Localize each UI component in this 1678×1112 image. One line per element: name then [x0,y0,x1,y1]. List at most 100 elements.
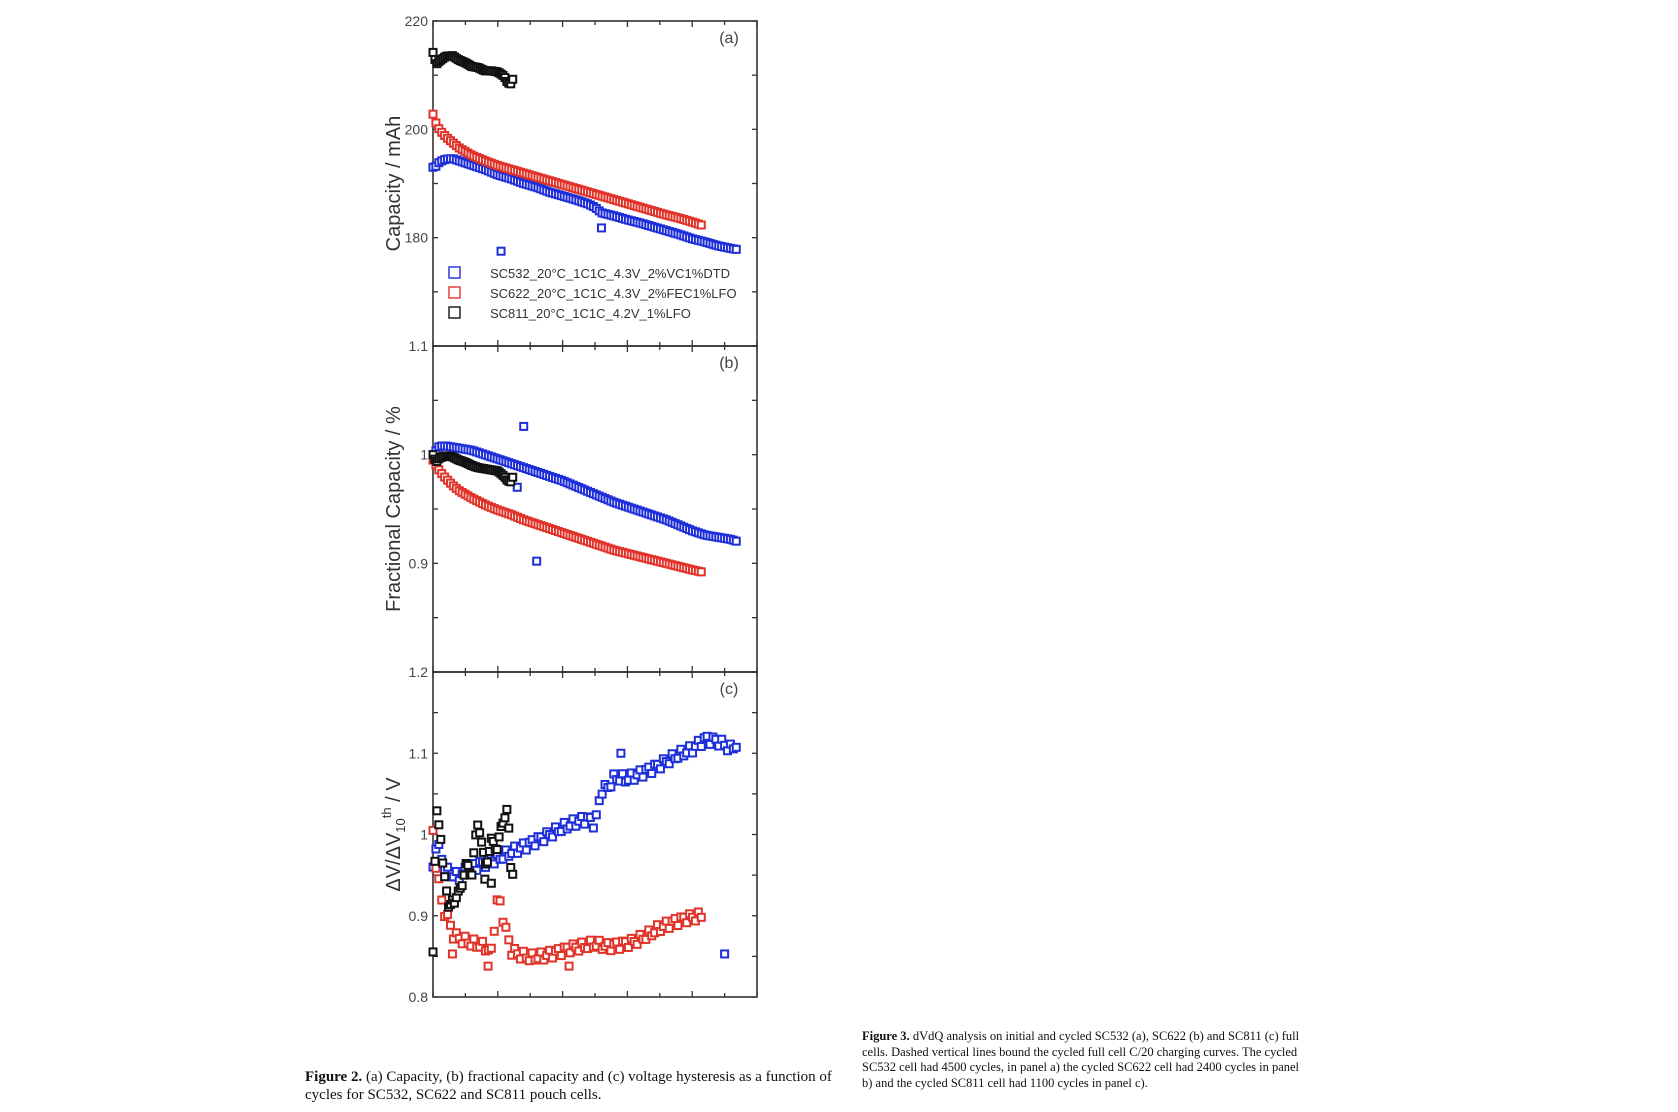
y-axis-label: Capacity / mAh [383,116,405,252]
data-point [548,832,558,842]
data-point [457,881,467,891]
panel-label: (c) [720,681,739,698]
legend-label: SC622_20°C_1C1C_4.3V_2%FEC1%LFO [490,286,737,301]
data-point [618,769,628,779]
data-point [502,804,512,814]
data-point [475,828,485,838]
data-point [731,244,741,254]
data-point [696,220,706,230]
outlier-point [447,949,457,959]
data-point [682,918,692,928]
panel-label: (a) [719,30,739,47]
y-tick-label: 180 [405,230,429,246]
figure3-caption: Figure 3. dVdQ analysis on initial and c… [862,1029,1302,1109]
figure2-caption: Figure 2. (a) Capacity, (b) fractional c… [305,1068,850,1104]
series-sc811 [428,804,518,957]
data-point [591,810,601,820]
data-point [673,920,683,930]
series-sc532 [428,731,741,959]
figure3-caption-label: Figure 3. [862,1029,910,1043]
legend-label: SC811_20°C_1C1C_4.2V_1%LFO [490,306,691,321]
outlier-point [519,421,529,431]
y-tick-label: 1.1 [409,338,429,354]
data-point [482,857,492,867]
outlier-point [486,878,496,888]
data-point [438,858,448,868]
y-tick-label: 1.1 [409,745,429,761]
data-point [469,934,479,944]
data-point [606,782,616,792]
data-point [492,845,502,855]
data-point [500,813,510,823]
series-sc622 [428,825,706,971]
data-point [508,869,518,879]
data-point [508,74,518,84]
data-point [664,759,674,769]
y-tick-label: 1 [420,827,428,843]
data-point [632,939,642,949]
data-point [478,936,488,946]
series-sc622 [428,455,706,577]
data-point [428,947,438,957]
data-point [434,820,444,830]
series-sc622 [428,109,706,230]
data-point [565,948,575,958]
y-axis-label: ΔV/ΔV10th / V [379,777,408,892]
data-point [442,886,452,896]
outlier-point [616,748,626,758]
data-point [623,942,633,952]
figure2-caption-label: Figure 2. [305,1069,363,1085]
y-tick-label: 0.8 [409,989,429,1005]
data-point [428,47,438,57]
data-point [556,951,566,961]
series-sc532 [428,154,741,256]
data-point [594,935,604,945]
data-point [428,109,438,119]
data-point [432,806,442,816]
y-tick-label: 1 [420,447,428,463]
y-tick-label: 1.2 [409,664,429,680]
data-point [530,841,540,851]
data-point [664,923,674,933]
data-point [597,789,607,799]
data-point [501,922,511,932]
data-point [467,870,477,880]
data-point [696,567,706,577]
data-point [463,860,473,870]
panel-label: (b) [719,355,739,372]
data-point [638,772,648,782]
legend-label: SC532_20°C_1C1C_4.3V_2%VC1%DTD [490,266,730,281]
data-point [494,832,504,842]
y-axis-label: Fractional Capacity / % [383,406,405,612]
data-point [489,926,499,936]
legend-marker [448,306,461,319]
data-point [445,920,455,930]
data-point [655,764,665,774]
data-point [428,825,438,835]
y-tick-label: 0.9 [409,908,429,924]
y-tick-label: 220 [405,13,429,29]
data-point [504,935,514,945]
data-point [495,896,505,906]
data-point [508,472,518,482]
outlier-point [532,556,542,566]
data-point [440,872,450,882]
data-point [696,741,706,751]
data-point [521,845,531,855]
y-tick-label: 0.9 [409,555,429,571]
data-point [647,768,657,778]
data-point [615,944,625,954]
figure3-caption-text: dVdQ analysis on initial and cycled SC53… [862,1029,1300,1090]
outlier-point [720,949,730,959]
outlier-point [483,961,493,971]
data-point [473,820,483,830]
legend-marker [448,286,461,299]
data-point [469,848,479,858]
series-sc811 [428,47,518,89]
data-point [443,910,453,920]
outlier-point [564,961,574,971]
outlier-point [596,223,606,233]
series-sc532 [428,421,741,566]
legend-marker [448,266,461,279]
